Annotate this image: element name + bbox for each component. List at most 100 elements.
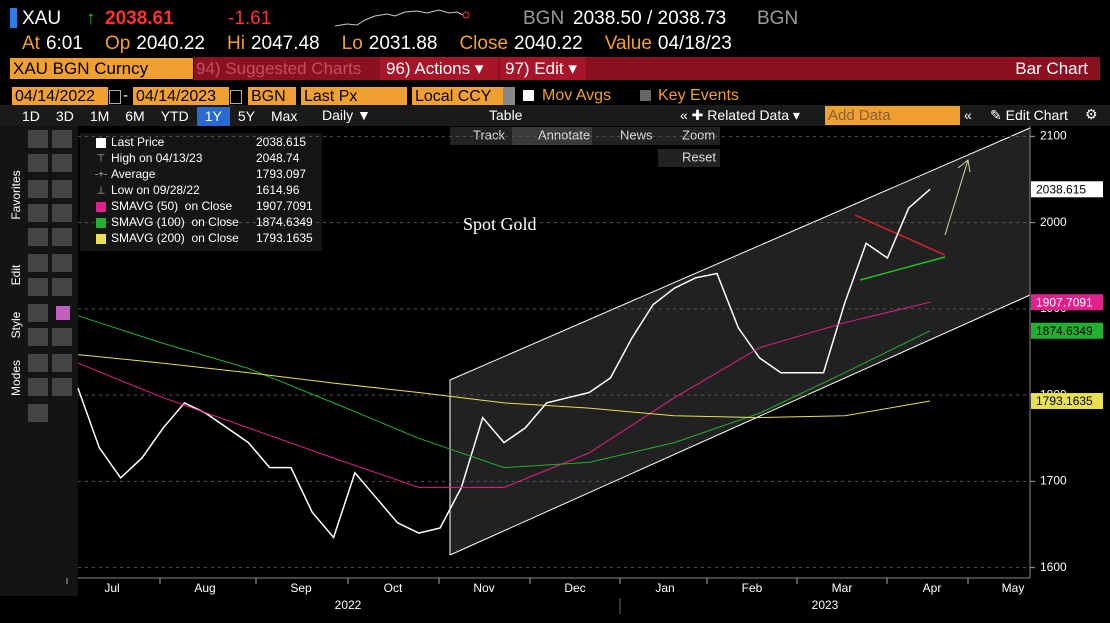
edit-chart-label: Edit Chart — [1005, 107, 1068, 123]
year-label: 2022 — [335, 598, 362, 612]
menu-actions[interactable]: 96) Actions ▾ — [386, 59, 484, 78]
chart-tool: Track — [473, 127, 506, 142]
edit-chart[interactable]: ✎ Edit Chart — [990, 107, 1068, 123]
stat-label: Close — [459, 33, 509, 54]
field[interactable]: Last Px — [301, 87, 407, 106]
source: BGN — [757, 8, 799, 29]
annotation: Spot Gold — [463, 214, 537, 234]
period-button[interactable]: 1M — [89, 108, 110, 124]
key-events: Key Events — [658, 87, 739, 104]
chart-tool: Reset — [682, 149, 716, 164]
year-label: 2023 — [812, 598, 839, 612]
frequency[interactable]: Daily ▼ — [322, 107, 371, 123]
settings[interactable]: ⚙ — [1085, 106, 1098, 122]
side-tab: Modes — [9, 360, 23, 396]
table-button[interactable]: Table — [489, 107, 523, 123]
last-value-box — [1031, 322, 1103, 339]
ticker: XAU — [22, 8, 62, 29]
triangle-top — [854, 214, 946, 256]
triangle-bottom — [859, 256, 946, 281]
dropdown[interactable] — [503, 87, 515, 106]
period-button[interactable]: 5Y — [237, 108, 255, 124]
period-button[interactable]: 3D — [55, 108, 74, 124]
side-tab: Edit — [9, 264, 23, 285]
legend-swatch — [96, 138, 106, 148]
y-tick-label: 2100 — [1040, 129, 1067, 143]
chart-tool: Zoom — [682, 127, 715, 142]
checkbox-checked[interactable] — [523, 90, 534, 101]
last-value-label: 1874.6349 — [1036, 324, 1093, 338]
legend-box — [80, 133, 322, 251]
last-value-label: 1793.1635 — [1036, 394, 1093, 408]
period-button[interactable]: YTD — [160, 108, 189, 124]
x-tick-label: Dec — [564, 581, 585, 595]
calendar-icon[interactable] — [109, 90, 121, 104]
period-button[interactable]: 6M — [125, 108, 145, 124]
quote-stat: Close 2040.22 — [459, 33, 582, 55]
menu-button — [500, 57, 586, 80]
legend-value: 1874.6349 — [256, 215, 313, 229]
x-tick-label: Apr — [923, 581, 942, 595]
side-tab: Favorites — [9, 170, 23, 219]
arrow-head — [957, 159, 971, 173]
menu-edit[interactable]: 97) Edit ▾ — [505, 59, 577, 78]
ticker-marker — [10, 8, 17, 28]
stat-value: 04/18/23 — [657, 33, 732, 54]
quote-stat: Op 2040.22 — [105, 33, 205, 55]
legend-swatch — [96, 234, 106, 244]
legend-symbol: ⊤ — [97, 154, 106, 165]
legend-value: 1793.097 — [256, 167, 306, 181]
security[interactable]: XAU BGN Curncy — [10, 58, 193, 79]
x-tick-label: Sep — [290, 581, 312, 595]
legend-label: Low on 09/28/22 — [111, 183, 200, 197]
stat-value: 2040.22 — [136, 33, 205, 54]
period-button[interactable]: Max — [270, 108, 298, 124]
x-tick-label: Oct — [384, 581, 403, 595]
stat-label: Value — [604, 33, 652, 54]
chart-type: Bar Chart — [1015, 59, 1088, 78]
menu-edit-label: 97) Edit — [505, 59, 564, 78]
x-tick-label: Nov — [473, 581, 494, 595]
quote-stat: Value 04/18/23 — [605, 33, 732, 55]
checkbox[interactable] — [640, 90, 651, 101]
start-date[interactable]: 04/14/2022 — [12, 87, 108, 106]
currency[interactable]: Local CCY — [412, 87, 503, 106]
add-data[interactable]: Add Data — [825, 106, 960, 125]
stat-value: 2040.22 — [514, 33, 583, 54]
menu-suggested[interactable]: 94) Suggested Charts — [196, 59, 362, 78]
legend-label: SMAVG (200) on Close — [111, 231, 239, 245]
reset-box — [658, 149, 720, 167]
legend-label: Average — [111, 167, 156, 181]
date-dash: - — [123, 87, 128, 104]
series-line — [77, 188, 931, 540]
stat-label: Op — [104, 33, 131, 54]
end-date[interactable]: 04/14/2023 — [133, 87, 229, 106]
quote-stat: Lo 2031.88 — [342, 33, 438, 55]
pricing-source[interactable]: BGN — [248, 87, 296, 106]
related-data[interactable]: « ✚ Related Data ▾ — [680, 107, 800, 123]
x-tick-label: Jul — [104, 581, 119, 595]
series-line — [77, 301, 931, 488]
y-tick-label: 2000 — [1040, 215, 1067, 229]
period-button[interactable]: 1D — [22, 108, 40, 124]
channel-upper — [449, 127, 1031, 381]
quote-stat: Hi 2047.48 — [227, 33, 320, 55]
period-buttons: 1D 3D 1M 6M YTD 1Y 5Y Max — [14, 107, 305, 126]
legend-label: SMAVG (50) on Close — [111, 199, 232, 213]
legend-value: 1793.1635 — [256, 231, 313, 245]
quote-stats: At 6:01 Op 2040.22 Hi 2047.48 Lo 2031.88 Close 20… — [22, 33, 732, 55]
last-value-box — [1031, 294, 1103, 311]
legend-label: Last Price — [111, 135, 165, 149]
last-value-label: 1907.7091 — [1036, 295, 1093, 309]
chart-tool: Annotate — [538, 127, 590, 142]
annotate-active — [512, 127, 592, 145]
legend-swatch — [96, 202, 106, 212]
period-button[interactable]: 1Y — [196, 107, 230, 126]
up-arrow: ↑ — [86, 8, 96, 29]
collapse[interactable]: « — [964, 107, 972, 123]
menu-button — [380, 57, 498, 80]
calendar-icon[interactable] — [230, 90, 242, 104]
related-label: Related Data — [707, 107, 790, 123]
legend-symbol: ⊥ — [97, 186, 106, 197]
